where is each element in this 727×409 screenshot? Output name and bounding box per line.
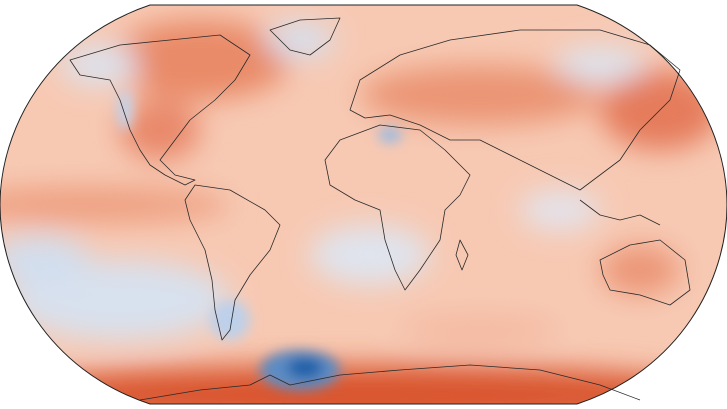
coastlines bbox=[69, 17, 691, 401]
map-frame bbox=[0, 4, 727, 405]
